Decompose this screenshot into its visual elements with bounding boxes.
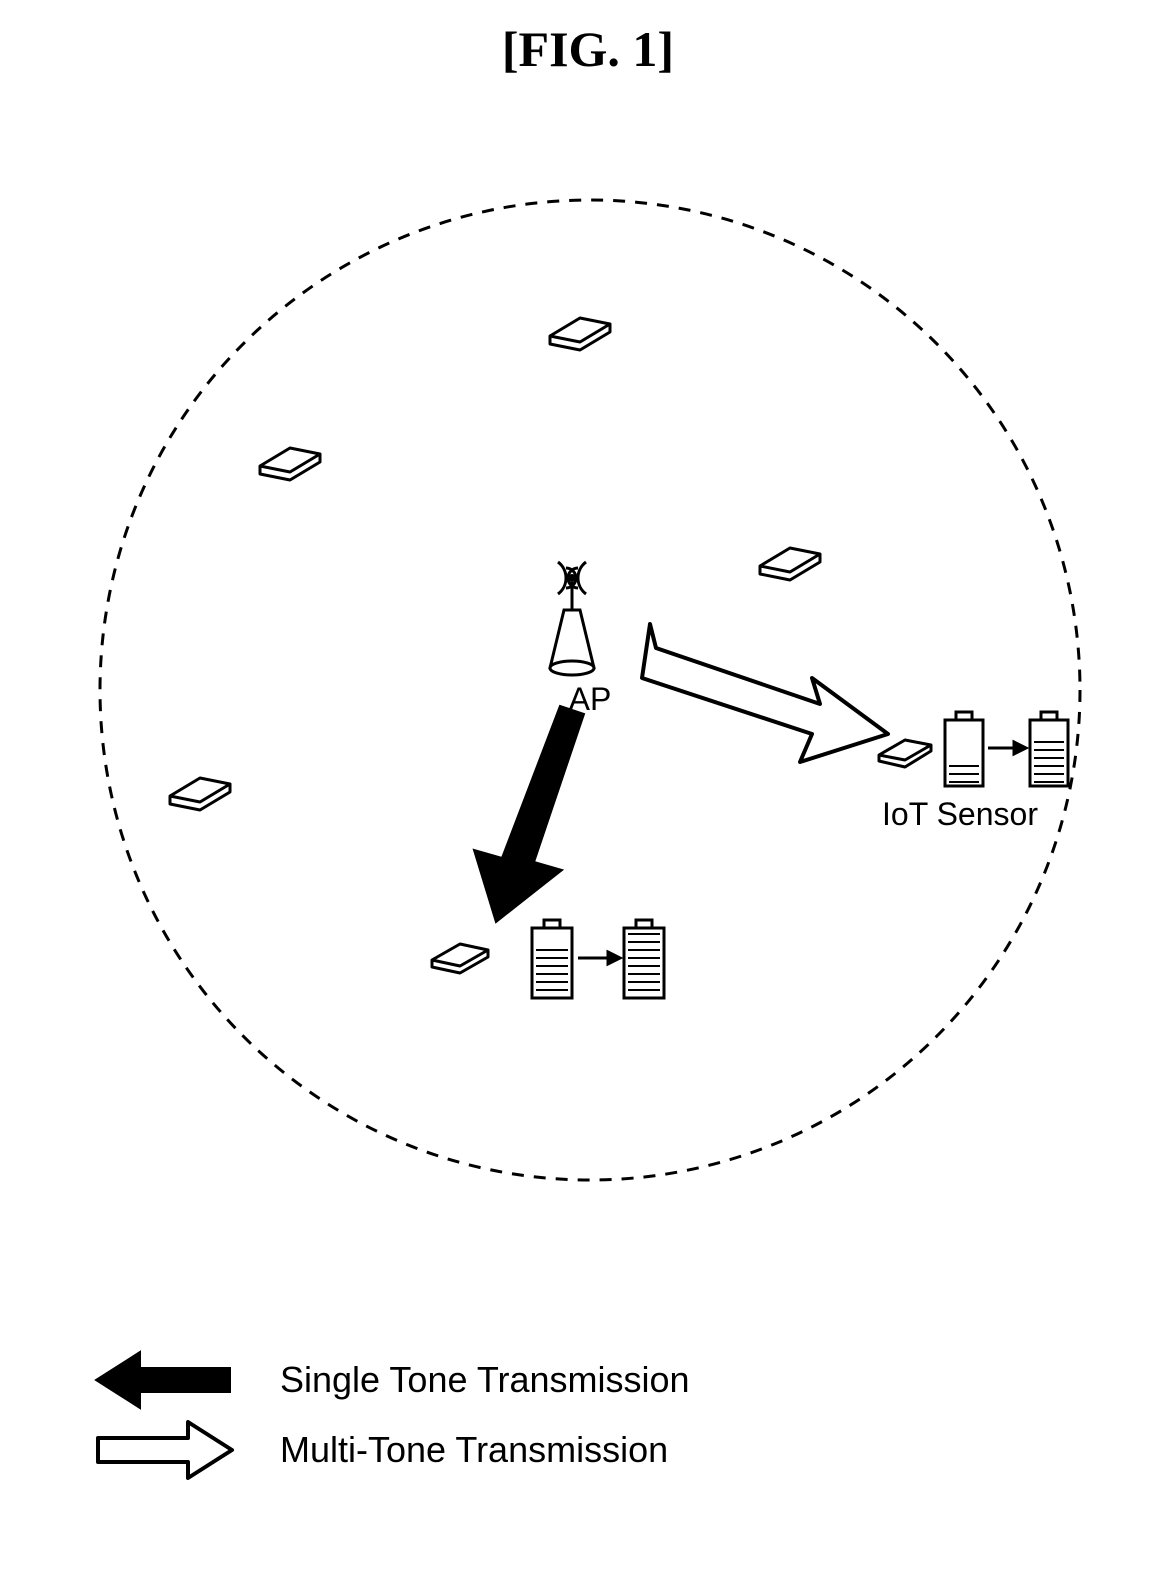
sensor-node <box>550 318 610 350</box>
legend-multi-tone-label: Multi-Tone Transmission <box>280 1429 668 1471</box>
battery-icon <box>945 712 983 786</box>
multi-tone-arrow-icon <box>642 624 888 762</box>
legend-single-tone-label: Single Tone Transmission <box>280 1359 690 1401</box>
access-point-icon <box>550 562 594 675</box>
battery-icon <box>1030 712 1068 786</box>
legend-row-multi-tone: Multi-Tone Transmission <box>90 1420 890 1480</box>
charge-arrow-icon <box>988 742 1026 754</box>
battery-icon <box>624 920 664 998</box>
sensor-node <box>760 548 820 580</box>
legend: Single Tone Transmission Multi-Tone Tran… <box>90 1350 890 1490</box>
legend-single-tone-arrow-icon <box>90 1350 240 1410</box>
single-tone-arrow-icon <box>474 706 584 922</box>
charge-arrow-icon <box>578 952 620 964</box>
sensor-node <box>260 448 320 480</box>
sensor-node <box>879 740 931 767</box>
legend-multi-tone-arrow-icon <box>90 1420 240 1480</box>
figure-title: [FIG. 1] <box>0 20 1176 78</box>
iot-sensor-label: IoT Sensor <box>882 796 1038 832</box>
diagram-svg: AP <box>60 130 1120 1230</box>
sensor-node <box>170 778 230 810</box>
sensor-node <box>432 944 488 973</box>
legend-row-single-tone: Single Tone Transmission <box>90 1350 890 1410</box>
page: [FIG. 1] <box>0 0 1176 1575</box>
battery-icon <box>532 920 572 998</box>
